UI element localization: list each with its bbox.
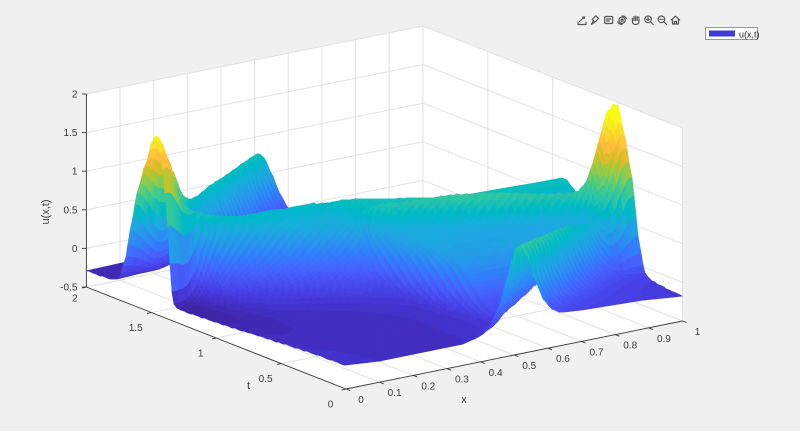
svg-text:1: 1 [695, 327, 701, 338]
svg-text:0.9: 0.9 [657, 334, 671, 345]
svg-text:0.5: 0.5 [63, 205, 77, 216]
svg-text:0.3: 0.3 [455, 375, 469, 386]
svg-text:0.5: 0.5 [259, 374, 273, 385]
svg-text:2: 2 [72, 90, 78, 101]
svg-text:0.7: 0.7 [590, 347, 604, 358]
svg-text:1: 1 [198, 349, 204, 360]
svg-text:u(x,t): u(x,t) [40, 199, 52, 224]
svg-text:0.8: 0.8 [623, 341, 637, 352]
svg-text:0.4: 0.4 [489, 368, 503, 379]
svg-text:0: 0 [328, 400, 334, 411]
svg-text:1: 1 [72, 167, 78, 178]
svg-text:t: t [247, 380, 250, 392]
svg-text:1.5: 1.5 [129, 323, 143, 334]
svg-text:0.5: 0.5 [522, 361, 536, 372]
svg-text:1.5: 1.5 [63, 128, 77, 139]
svg-text:0.2: 0.2 [421, 381, 435, 392]
svg-text:0: 0 [358, 395, 364, 406]
svg-text:u(x,t): u(x,t) [739, 29, 760, 39]
svg-text:0.6: 0.6 [556, 354, 570, 365]
svg-text:-0.5: -0.5 [60, 283, 78, 294]
svg-text:0.1: 0.1 [388, 388, 402, 399]
svg-text:2: 2 [72, 294, 78, 305]
svg-text:x: x [461, 394, 467, 406]
svg-text:0: 0 [72, 244, 78, 255]
